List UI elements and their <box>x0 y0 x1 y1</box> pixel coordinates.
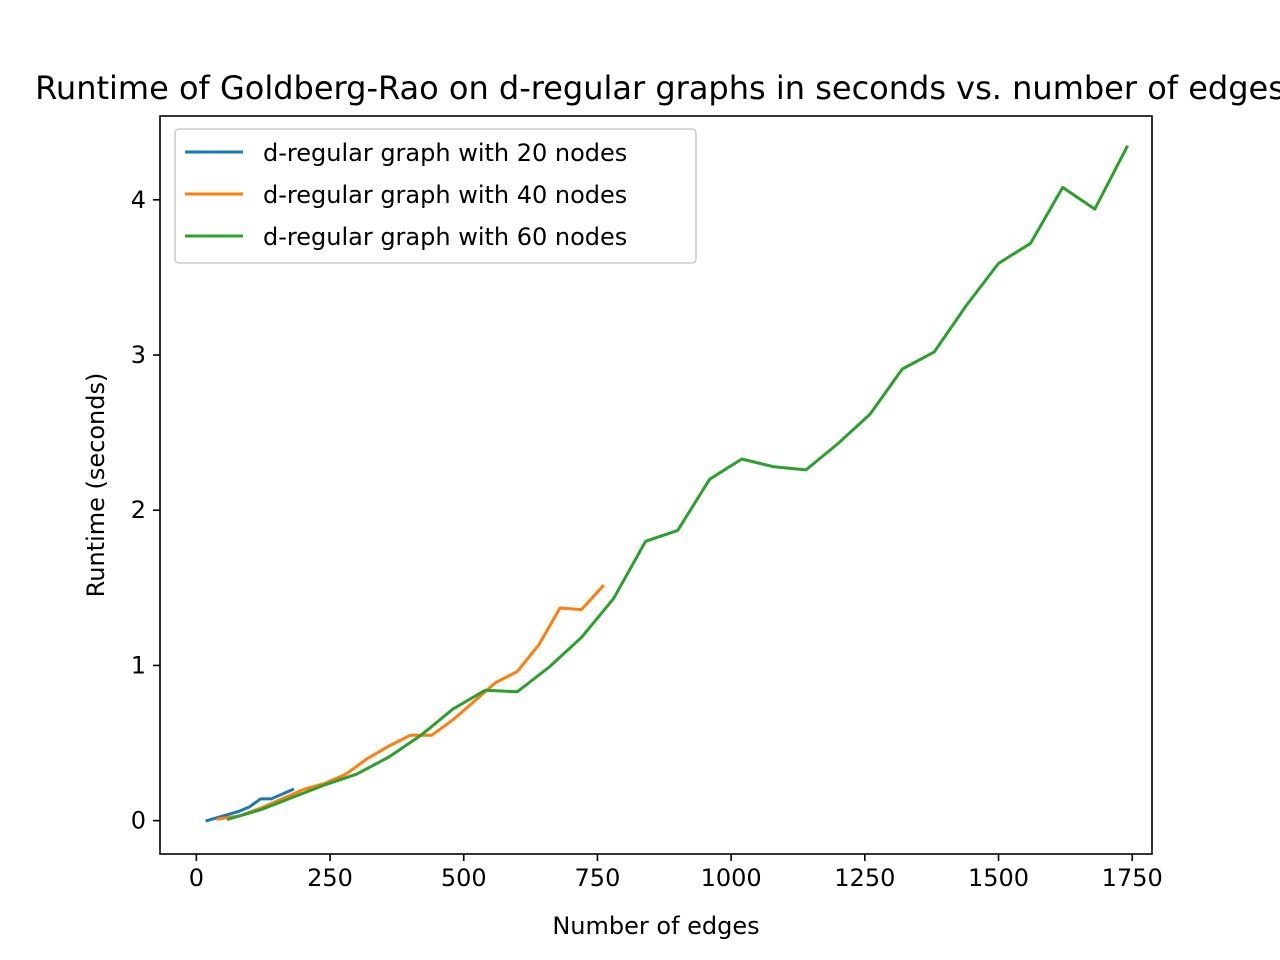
plot-frame <box>159 115 1153 855</box>
x-tick-label: 750 <box>575 864 621 892</box>
x-tick-label: 1250 <box>834 864 895 892</box>
y-tick-label: 0 <box>131 807 146 835</box>
legend: d-regular graph with 20 nodes d-regular g… <box>174 128 697 264</box>
x-tick-label: 250 <box>307 864 353 892</box>
x-tick-label: 1500 <box>968 864 1029 892</box>
series-line-1 <box>205 787 295 823</box>
y-tick-label: 2 <box>131 496 146 524</box>
legend-label-3: d-regular graph with 60 nodes <box>263 223 627 251</box>
legend-label-2: d-regular graph with 40 nodes <box>263 181 627 209</box>
y-tick-label: 3 <box>131 341 146 369</box>
y-axis: 0 1 2 3 4 <box>131 186 160 835</box>
legend-box <box>174 128 697 264</box>
series-line-2 <box>216 584 605 821</box>
x-tick-label: 1000 <box>701 864 762 892</box>
x-tick-label: 500 <box>441 864 487 892</box>
x-axis-label: Number of edges <box>552 912 759 940</box>
x-tick-label: 0 <box>189 864 204 892</box>
y-tick-label: 4 <box>131 186 146 214</box>
plot-area <box>205 144 1129 823</box>
x-axis: 0 250 500 750 1000 1250 1500 1750 <box>189 854 1163 892</box>
x-tick-label: 1750 <box>1102 864 1163 892</box>
legend-label-1: d-regular graph with 20 nodes <box>263 139 627 167</box>
series-line-3 <box>226 144 1129 821</box>
y-axis-label: Runtime (seconds) <box>82 373 110 598</box>
y-tick-label: 1 <box>131 651 146 679</box>
chart-title: Runtime of Goldberg-Rao on d-regular gra… <box>35 69 1280 107</box>
